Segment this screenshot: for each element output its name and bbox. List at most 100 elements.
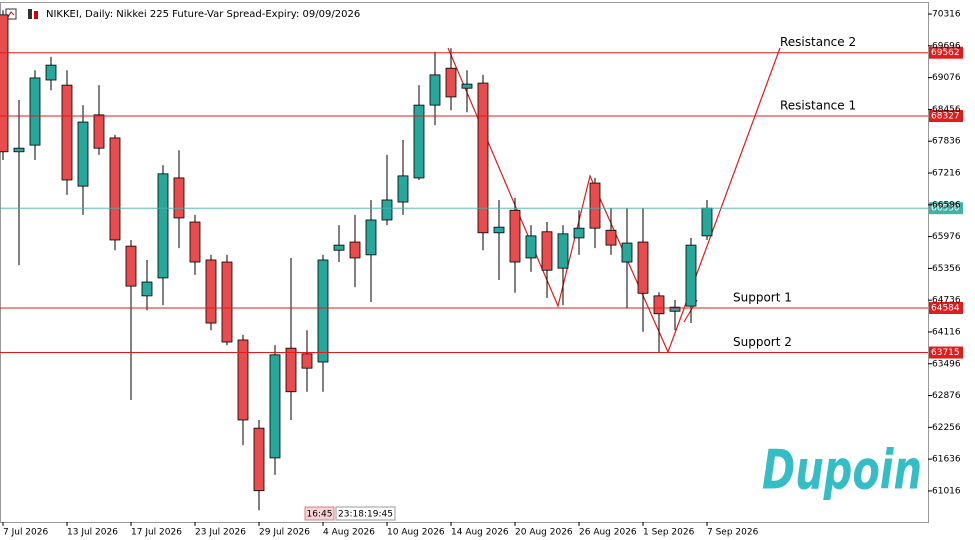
icon <box>5 8 17 20</box>
y-tick-label: 67836 <box>932 137 961 147</box>
candle-body <box>525 235 537 259</box>
overlay: Resistance 2 69562 Resistance 1 68327 Suppor… <box>0 35 963 359</box>
candle-body <box>365 219 377 256</box>
candle-body <box>573 227 585 239</box>
candle-body <box>445 67 457 98</box>
candle-body <box>13 147 25 153</box>
candle-body <box>381 199 393 221</box>
price-box <box>929 110 963 123</box>
candle-body <box>701 207 713 237</box>
price-box <box>929 202 963 215</box>
plot-frame <box>0 2 929 523</box>
candle-body <box>285 347 297 393</box>
candle-body <box>93 114 105 149</box>
time-label: 16:45 <box>307 510 333 520</box>
candle-body <box>77 121 89 187</box>
x-tick-label: 29 Jul 2026 <box>259 528 310 538</box>
x-tick-label: 4 Aug 2026 <box>323 528 375 538</box>
icon <box>28 9 32 19</box>
time-box <box>304 506 335 521</box>
price-box <box>929 301 963 314</box>
level-label: Resistance 1 <box>780 99 856 113</box>
candle-body <box>269 354 281 459</box>
candle-body <box>557 233 569 269</box>
x-tick-label: 1 Sep 2026 <box>643 528 695 538</box>
candle-body <box>237 339 249 421</box>
x-tick-label: 14 Aug 2026 <box>451 528 509 538</box>
chart-title: NIKKEI, Daily: Nikkei 225 Future-Var Spr… <box>46 9 360 20</box>
x-tick-label: 20 Aug 2026 <box>515 528 573 538</box>
candle-body <box>653 295 665 315</box>
candle-body <box>493 226 505 234</box>
candle-body <box>45 64 57 81</box>
level-label: Support 2 <box>733 335 792 349</box>
candle-body <box>685 244 697 307</box>
candle-body <box>253 427 265 492</box>
y-tick-label: 70316 <box>932 10 961 20</box>
y-tick-label: 64116 <box>932 327 961 337</box>
price-box-label: 64584 <box>931 303 960 313</box>
candle-body <box>669 306 681 312</box>
candle-body <box>0 14 9 153</box>
x-tick-label: 7 Sep 2026 <box>707 528 759 538</box>
candle-body <box>429 74 441 106</box>
candle-body <box>621 242 633 263</box>
candle-body <box>509 209 521 263</box>
level-label: Resistance 2 <box>780 35 856 49</box>
y-tick-label: 69696 <box>932 41 961 51</box>
y-tick-label: 67216 <box>932 169 961 179</box>
candles <box>0 10 713 511</box>
price-box-label: 66530 <box>931 204 960 214</box>
icon <box>7 11 15 18</box>
y-tick-label: 63496 <box>932 359 961 369</box>
y-tick-label: 62256 <box>932 423 961 433</box>
price-box <box>929 46 963 59</box>
level-label: Support 1 <box>733 290 792 304</box>
candle-body <box>605 229 617 246</box>
x-tick-label: 13 Jul 2026 <box>67 528 118 538</box>
candle-body <box>413 104 425 179</box>
candle-body <box>317 259 329 363</box>
x-tick-label: 10 Aug 2026 <box>387 528 445 538</box>
candle-body <box>349 241 361 259</box>
x-tick-label: 7 Jul 2026 <box>3 528 48 538</box>
header-icons <box>5 8 38 20</box>
y-tick-label: 62876 <box>932 391 961 401</box>
icon <box>34 11 38 19</box>
price-box-label: 68327 <box>931 112 960 122</box>
candle-body <box>477 82 489 234</box>
y-tick-label: 61016 <box>932 486 961 496</box>
x-tick-label: 26 Aug 2026 <box>579 528 637 538</box>
y-tick-label: 69076 <box>932 73 961 83</box>
candle-body <box>637 241 649 294</box>
candle-body <box>61 84 73 181</box>
candle-body <box>189 221 201 263</box>
candle-body <box>173 177 185 219</box>
candle-body <box>461 83 473 89</box>
brand-logo: Dupoin <box>762 439 922 502</box>
candle-body <box>125 245 137 287</box>
time-label: 23:18:19:45 <box>338 510 393 520</box>
y-tick-label: 65356 <box>932 264 961 274</box>
candle-body <box>109 137 121 241</box>
price-box-label: 69562 <box>931 48 960 58</box>
price-box <box>929 346 963 359</box>
candle-body <box>301 353 313 369</box>
candle-body <box>221 261 233 343</box>
zigzag <box>447 47 781 354</box>
x-tick-label: 23 Jul 2026 <box>195 528 246 538</box>
y-tick-label: 68456 <box>932 105 961 115</box>
y-tick-label: 65976 <box>932 232 961 242</box>
candle-body <box>29 77 41 146</box>
time-box <box>335 506 396 521</box>
candle-body <box>141 281 153 297</box>
candle-body <box>589 182 601 229</box>
x-tick-label: 17 Jul 2026 <box>131 528 182 538</box>
price-box-label: 63715 <box>931 348 960 358</box>
candle-body <box>205 259 217 324</box>
y-tick-label: 61636 <box>932 455 961 465</box>
y-tick-label: 66596 <box>932 200 961 210</box>
candle-body <box>333 244 345 251</box>
candle-body <box>541 231 553 271</box>
